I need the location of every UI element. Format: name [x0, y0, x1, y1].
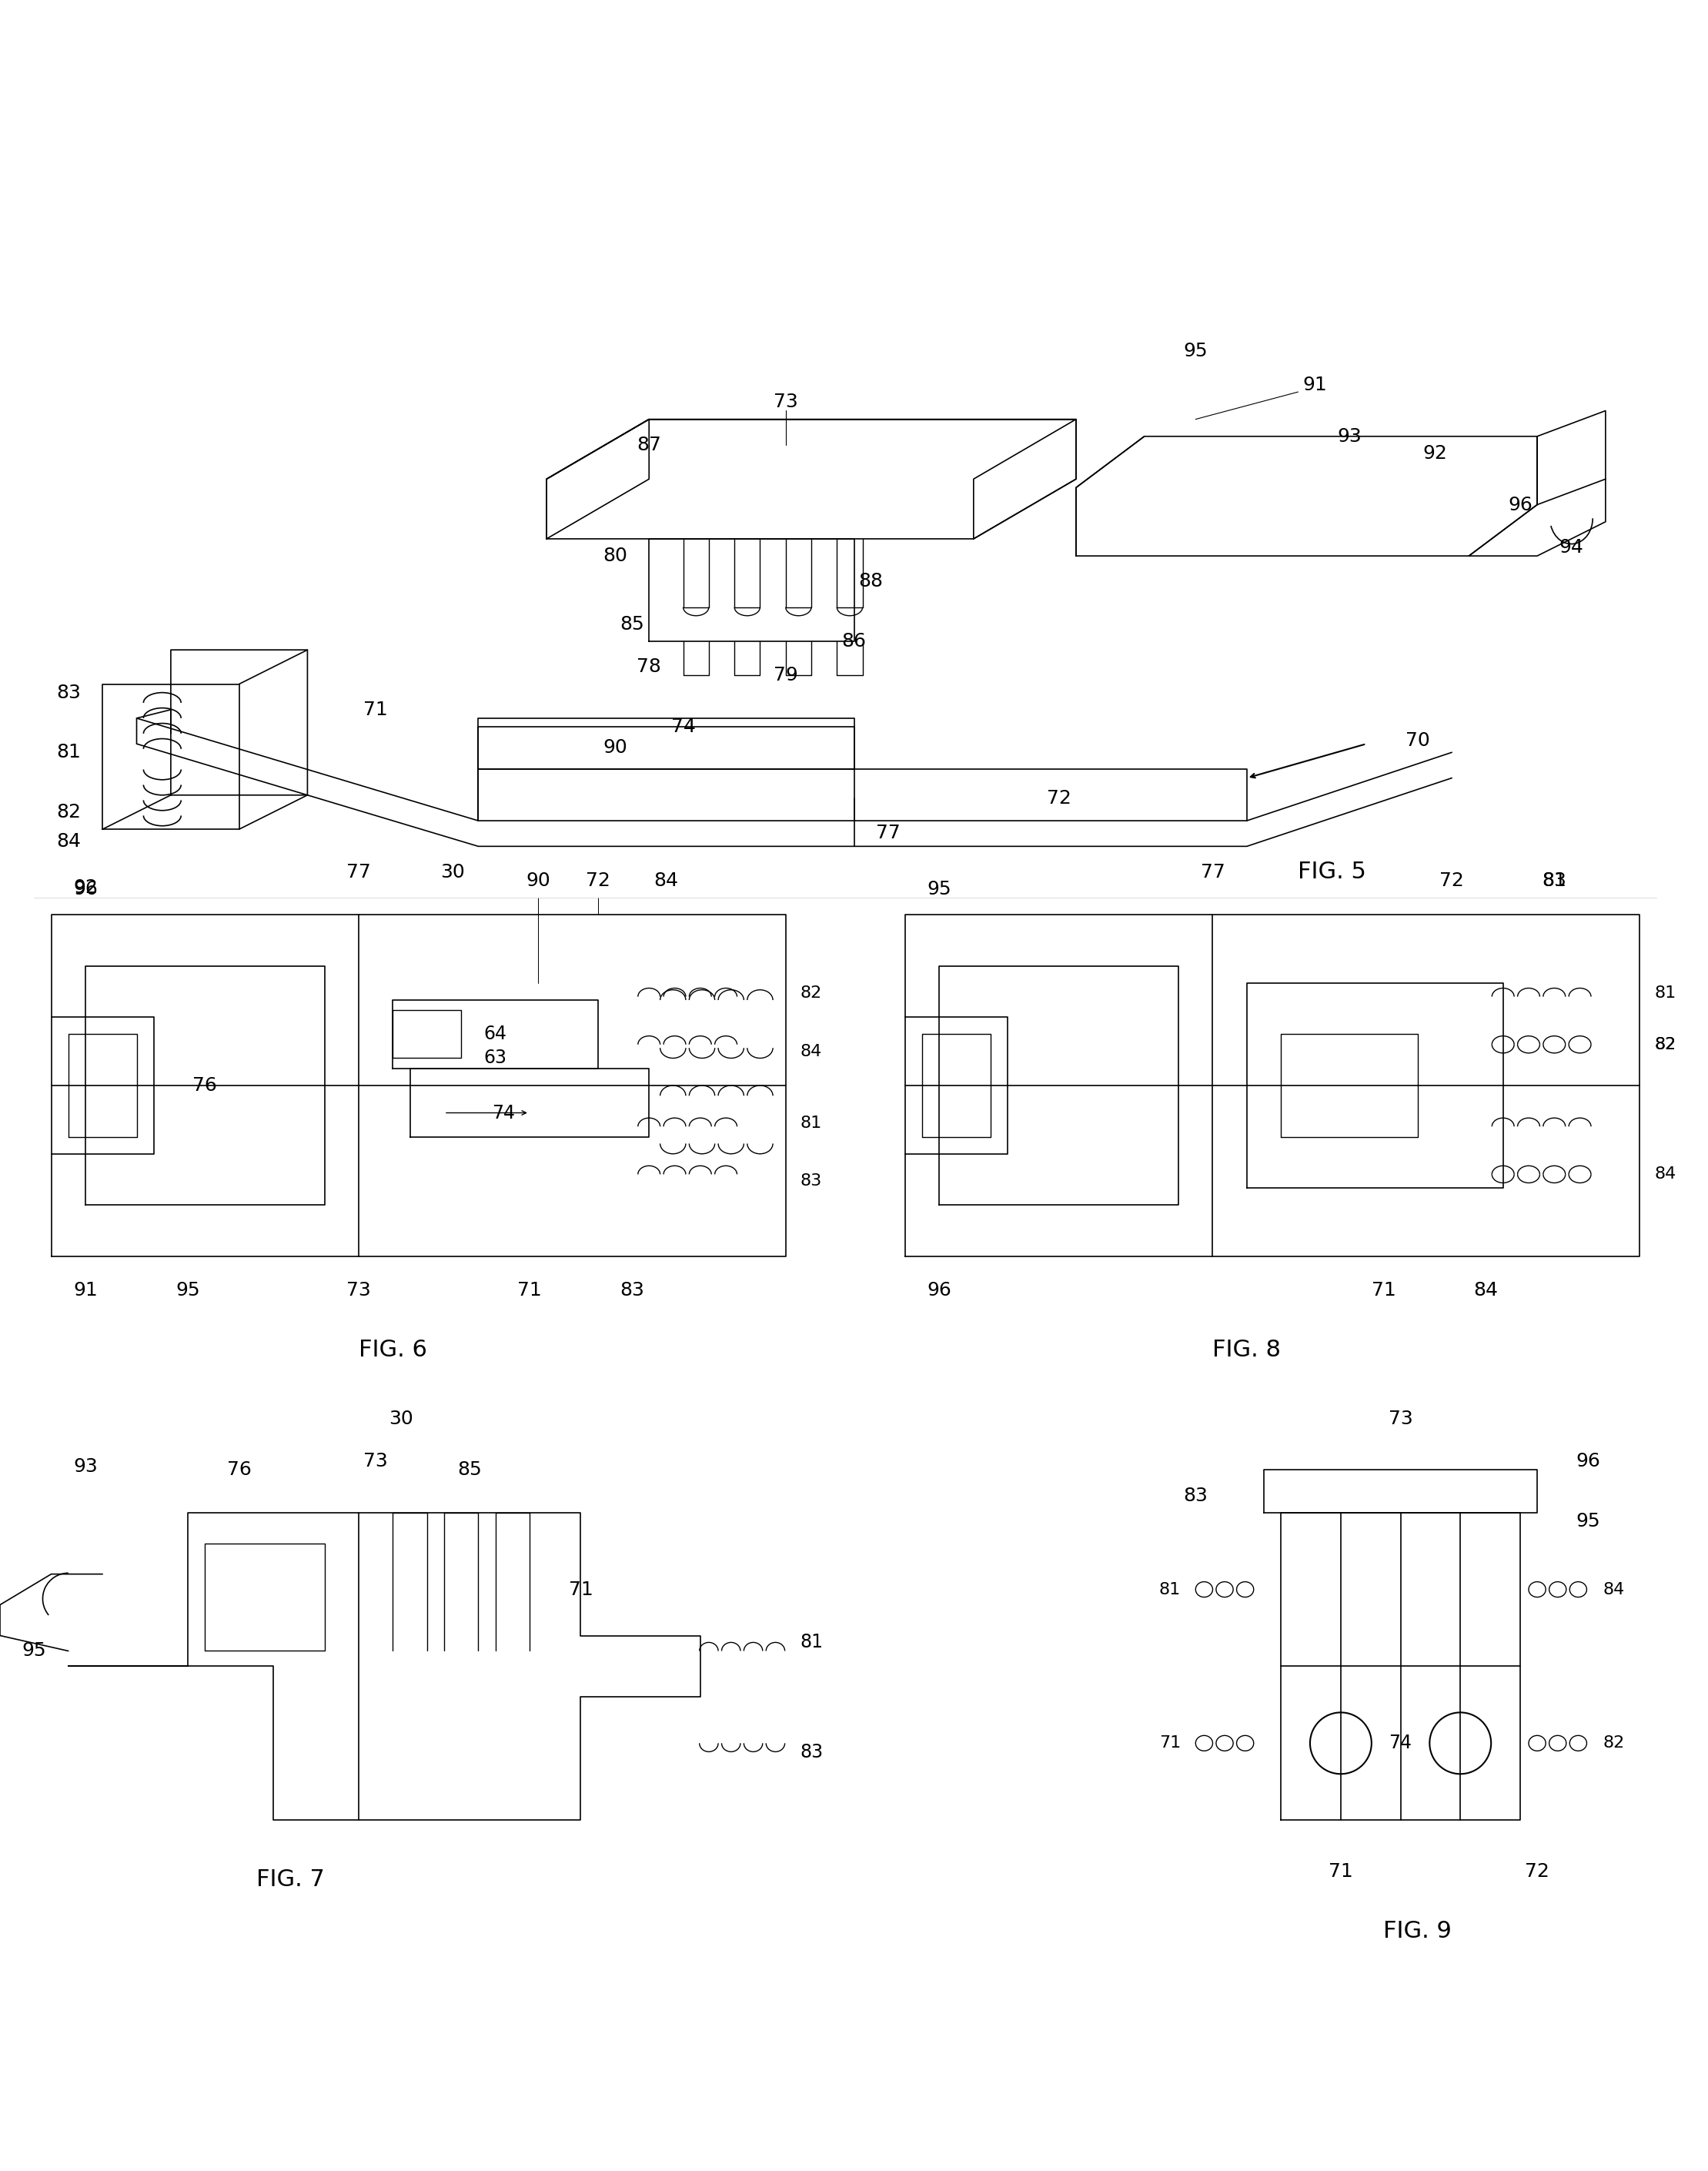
Text: 72: 72 — [586, 871, 610, 890]
Text: 74: 74 — [1389, 1735, 1413, 1752]
Text: 92: 92 — [1423, 445, 1447, 462]
Text: 71: 71 — [364, 701, 388, 719]
Text: 84: 84 — [1655, 1166, 1676, 1181]
Text: 72: 72 — [1047, 790, 1071, 808]
Text: 93: 93 — [73, 1457, 97, 1476]
Text: 71: 71 — [1329, 1863, 1353, 1880]
Text: 82: 82 — [1604, 1735, 1624, 1750]
Text: 88: 88 — [859, 573, 883, 591]
Text: 84: 84 — [654, 871, 678, 890]
Text: 77: 77 — [1201, 862, 1225, 881]
Text: 94: 94 — [1559, 538, 1583, 556]
Text: 76: 76 — [227, 1461, 251, 1478]
Text: 82: 82 — [56, 803, 80, 821]
Text: 70: 70 — [1406, 732, 1430, 749]
Text: 72: 72 — [1440, 871, 1464, 890]
Text: 96: 96 — [1576, 1452, 1600, 1470]
Text: FIG. 7: FIG. 7 — [256, 1869, 325, 1891]
Text: 30: 30 — [389, 1409, 413, 1429]
Text: 83: 83 — [620, 1281, 644, 1300]
Text: 95: 95 — [176, 1281, 200, 1300]
Text: 96: 96 — [73, 879, 97, 899]
Text: 86: 86 — [842, 632, 866, 651]
Text: 81: 81 — [56, 742, 80, 762]
Text: 95: 95 — [1576, 1511, 1600, 1531]
Text: 83: 83 — [801, 1175, 822, 1190]
Text: 76: 76 — [193, 1077, 217, 1094]
Text: 79: 79 — [774, 666, 798, 684]
Text: 84: 84 — [1474, 1281, 1498, 1300]
Text: 78: 78 — [637, 658, 661, 675]
Text: 84: 84 — [801, 1044, 822, 1059]
Text: FIG. 5: FIG. 5 — [1298, 860, 1366, 884]
Text: 85: 85 — [458, 1461, 482, 1478]
Text: 83: 83 — [799, 1743, 823, 1761]
Text: 71: 71 — [1160, 1735, 1180, 1750]
Text: 30: 30 — [441, 862, 465, 881]
Text: 73: 73 — [774, 393, 798, 412]
Text: 81: 81 — [1542, 871, 1566, 890]
Text: 92: 92 — [73, 877, 97, 897]
Text: 96: 96 — [927, 1281, 951, 1300]
Text: 93: 93 — [1337, 428, 1361, 445]
Text: 95: 95 — [927, 879, 951, 899]
Text: 96: 96 — [1508, 495, 1532, 515]
Text: 82: 82 — [801, 986, 822, 1001]
Text: FIG. 8: FIG. 8 — [1213, 1340, 1281, 1361]
Text: 77: 77 — [347, 862, 371, 881]
Text: 81: 81 — [799, 1633, 823, 1650]
Text: 95: 95 — [1184, 341, 1208, 360]
Text: 63: 63 — [483, 1049, 507, 1068]
Text: 83: 83 — [1542, 871, 1566, 890]
Text: 84: 84 — [1604, 1583, 1624, 1598]
Text: 73: 73 — [1389, 1409, 1413, 1429]
Text: 73: 73 — [347, 1281, 371, 1300]
Text: FIG. 9: FIG. 9 — [1383, 1919, 1452, 1943]
Text: 71: 71 — [569, 1580, 593, 1598]
Text: 84: 84 — [56, 831, 80, 851]
Text: 81: 81 — [1655, 986, 1676, 1001]
Text: 74: 74 — [671, 716, 695, 736]
Text: 87: 87 — [637, 436, 661, 454]
Text: 90: 90 — [526, 871, 550, 890]
Text: 71: 71 — [1372, 1281, 1395, 1300]
Text: 81: 81 — [1160, 1583, 1180, 1598]
Text: 91: 91 — [73, 1281, 97, 1300]
Text: 82: 82 — [1655, 1038, 1676, 1053]
Text: 74: 74 — [492, 1103, 516, 1122]
Text: 64: 64 — [483, 1025, 507, 1044]
Text: 95: 95 — [22, 1641, 46, 1661]
Text: 83: 83 — [56, 684, 80, 701]
Text: 73: 73 — [364, 1452, 388, 1470]
Text: 82: 82 — [1655, 1038, 1676, 1053]
Text: FIG. 6: FIG. 6 — [359, 1340, 427, 1361]
Text: 80: 80 — [603, 547, 627, 564]
Text: 81: 81 — [801, 1116, 822, 1131]
Text: 90: 90 — [603, 738, 627, 756]
Text: 91: 91 — [1303, 376, 1327, 395]
Text: 72: 72 — [1525, 1863, 1549, 1880]
Text: 71: 71 — [518, 1281, 541, 1300]
Text: 85: 85 — [620, 614, 644, 634]
Text: 77: 77 — [876, 823, 900, 842]
Text: 83: 83 — [1184, 1487, 1208, 1505]
